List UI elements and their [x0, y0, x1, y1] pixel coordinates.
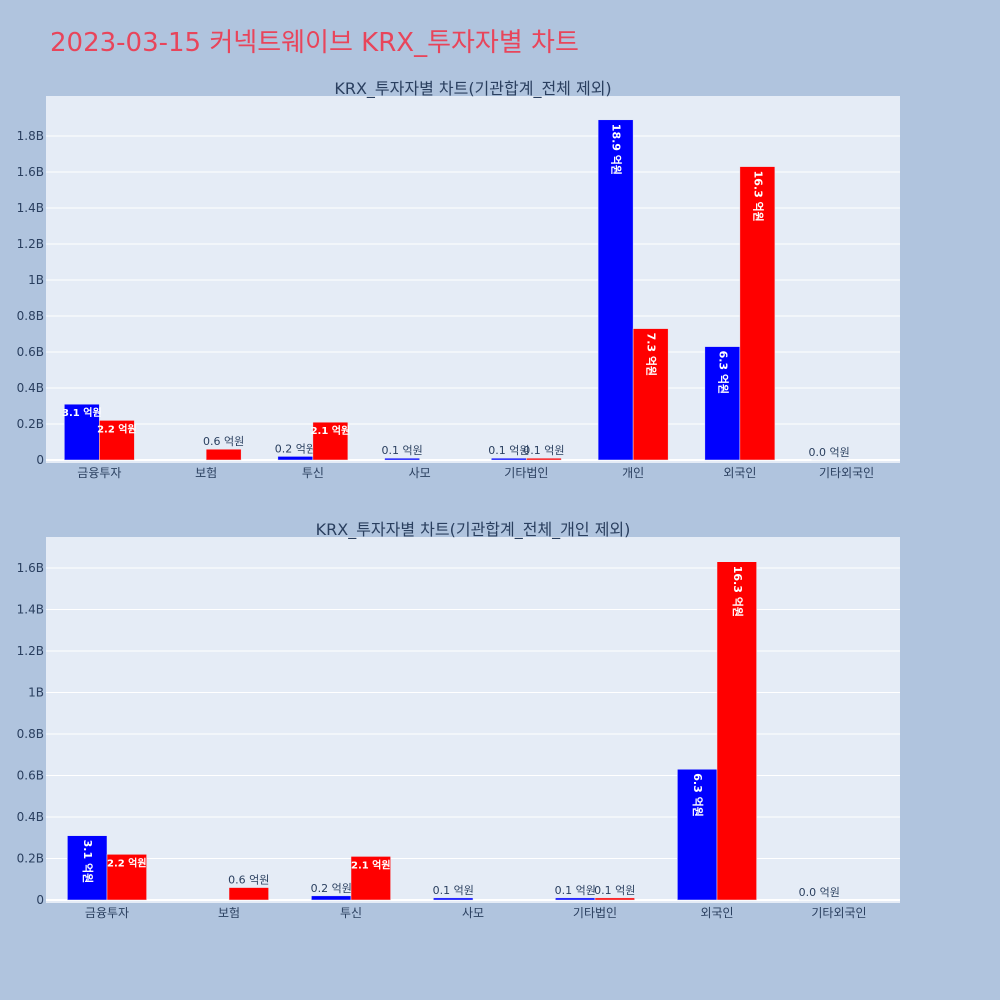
bar	[433, 897, 474, 901]
data-label: 0.1 억원	[381, 444, 422, 457]
bar	[555, 897, 596, 901]
y-tick-label: 0.4B	[17, 381, 44, 395]
y-tick-label: 0.2B	[17, 417, 44, 431]
y-tick-label: 1.4B	[17, 602, 44, 616]
y-tick-label: 0.6B	[17, 768, 44, 782]
x-tick-label: 기타외국인	[811, 906, 866, 920]
bar	[677, 769, 718, 901]
data-label: 0.6 억원	[203, 435, 244, 448]
data-label: 0.1 억원	[555, 884, 596, 897]
bar	[277, 456, 314, 461]
data-label: 16.3 억원	[751, 171, 765, 222]
bar	[311, 895, 352, 901]
x-tick-label: 기타법인	[504, 466, 548, 480]
y-tick-label: 0.8B	[17, 727, 44, 741]
y-tick-label: 0.2B	[17, 851, 44, 865]
y-tick-label: 1.2B	[17, 237, 44, 251]
bar	[64, 403, 100, 461]
data-label: 2.1 억원	[311, 424, 351, 437]
y-tick-label: 1.2B	[17, 644, 44, 658]
x-tick-label: 사모	[462, 906, 484, 920]
data-label: 0.6 억원	[228, 874, 269, 887]
y-tick-label: 1.6B	[17, 165, 44, 179]
y-tick-label: 1.4B	[17, 201, 44, 215]
bar	[99, 420, 135, 461]
bar	[67, 835, 108, 901]
bar	[594, 897, 635, 901]
data-label: 6.3 억원	[716, 351, 730, 395]
y-tick-label: 0	[36, 453, 44, 467]
data-label: 7.3 억원	[645, 333, 659, 377]
data-label: 0.2 억원	[311, 882, 352, 895]
y-tick-label: 1B	[28, 685, 44, 699]
x-tick-label: 개인	[622, 466, 644, 480]
bar	[491, 457, 527, 461]
bar	[632, 328, 669, 461]
y-tick-label: 0.6B	[17, 345, 44, 359]
data-label: 6.3 억원	[691, 773, 705, 817]
y-tick-label: 0.4B	[17, 810, 44, 824]
chart-title: KRX_투자자별 차트(기관합계_전체 제외)	[334, 79, 611, 99]
bar	[350, 856, 391, 901]
bar	[384, 457, 420, 461]
y-tick-label: 1.8B	[17, 129, 44, 143]
data-label: 0.2 억원	[275, 442, 316, 455]
page-title: 2023-03-15 커넥트웨이브 KRX_투자자별 차트	[50, 28, 579, 58]
data-label: 18.9 억원	[610, 124, 624, 175]
data-label: 0.0 억원	[799, 886, 840, 899]
y-tick-label: 1B	[28, 273, 44, 287]
x-tick-label: 보험	[195, 466, 217, 480]
bar	[739, 166, 776, 461]
x-tick-label: 외국인	[723, 466, 756, 480]
x-tick-label: 사모	[409, 466, 431, 480]
bar	[597, 119, 634, 461]
plot-background	[46, 537, 900, 903]
bar	[704, 346, 741, 461]
data-label: 16.3 억원	[731, 566, 745, 617]
y-tick-label: 1.6B	[17, 561, 44, 575]
x-tick-label: 기타법인	[573, 906, 617, 920]
x-tick-label: 기타외국인	[819, 466, 874, 480]
data-label: 0.0 억원	[808, 446, 849, 459]
data-label: 3.1 억원	[62, 406, 102, 419]
x-tick-label: 투신	[302, 466, 324, 480]
chart-panel-1: 0 0.2B 0.4B 0.6B 0.8B 1B 1.2B 1.4B 1.6B 1.8B KRX_투…	[17, 79, 900, 480]
chart-panel-2: 0 0.2B 0.4B 0.6B 0.8B 1B 1.2B 1.4B 1.6B KRX_투자자별 …	[17, 520, 900, 920]
x-tick-label: 외국인	[700, 906, 733, 920]
bar	[312, 421, 349, 461]
bar	[228, 887, 269, 901]
bar	[205, 448, 242, 461]
y-tick-label: 0	[36, 893, 44, 907]
data-label: 2.2 억원	[97, 422, 137, 435]
x-tick-label: 투신	[340, 906, 362, 920]
data-label: 2.1 억원	[351, 858, 391, 871]
y-tick-label: 0.8B	[17, 309, 44, 323]
chart-title: KRX_투자자별 차트(기관합계_전체_개인 제외)	[316, 520, 631, 540]
data-label: 2.2 억원	[107, 856, 147, 869]
data-label: 0.1 억원	[523, 444, 564, 457]
bar	[106, 854, 147, 901]
data-label: 3.1 억원	[81, 840, 95, 884]
bar	[716, 561, 757, 901]
bar	[526, 457, 562, 461]
data-label: 0.1 억원	[433, 884, 474, 897]
data-label: 0.1 억원	[594, 884, 635, 897]
x-tick-label: 금융투자	[77, 466, 121, 480]
data-label: 0.1 억원	[488, 444, 529, 457]
x-tick-label: 금융투자	[85, 906, 129, 920]
x-tick-label: 보험	[218, 906, 240, 920]
